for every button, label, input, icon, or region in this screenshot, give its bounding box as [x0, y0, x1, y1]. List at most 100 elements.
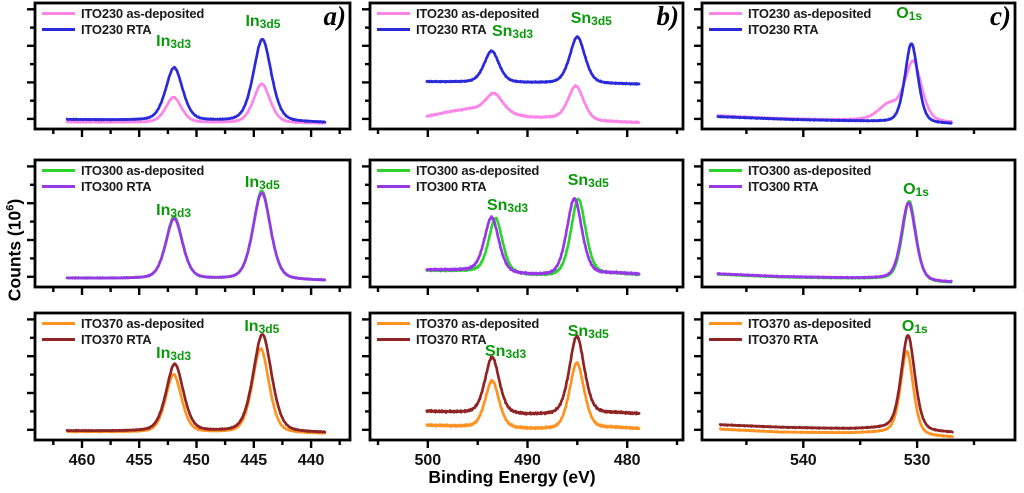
- legend-line-swatch: [377, 321, 410, 326]
- peak-label-in3d5: In3d5: [207, 174, 317, 192]
- peak-label-element: In: [244, 317, 259, 335]
- peak-label-element: In: [156, 344, 171, 362]
- peak-label-element: Sn: [567, 172, 589, 190]
- peak-label-orbital: 3d3: [505, 347, 527, 362]
- peak-label-element: O: [903, 181, 916, 199]
- svg-text:500: 500: [414, 452, 441, 469]
- legend-item: ITO230 as-deposited: [377, 6, 539, 21]
- spectrum-curve: [716, 201, 953, 284]
- legend-b-ITO370: ITO370 as-deposited ITO370 RTA: [377, 316, 539, 347]
- legend-label: ITO300 RTA: [81, 179, 152, 194]
- legend-item: ITO230 RTA: [709, 22, 871, 37]
- svg-text:460: 460: [69, 452, 96, 469]
- peak-label-orbital: 3d5: [258, 321, 280, 336]
- spectrum-plot-c-ITO370: 540 530: [694, 311, 1017, 469]
- spectrum-curve: [425, 361, 641, 431]
- peak-label-orbital: 3d3: [170, 205, 192, 220]
- peak-label-in3d3: In3d3: [119, 33, 229, 51]
- legend-line-swatch: [42, 184, 75, 189]
- svg-text:480: 480: [614, 452, 641, 469]
- peak-label-orbital: 3d3: [170, 348, 192, 363]
- legend-label: ITO230 RTA: [748, 22, 819, 37]
- legend-line-swatch: [377, 11, 410, 16]
- legend-item: ITO300 RTA: [377, 179, 539, 194]
- spectrum-plot-a-ITO370: 460 455 450 445 440: [27, 311, 352, 469]
- legend-line-swatch: [42, 337, 75, 342]
- spectrum-curve: [425, 35, 641, 86]
- svg-text:440: 440: [298, 452, 325, 469]
- peak-label-sn3d5: Sn3d5: [533, 172, 643, 190]
- legend-label: ITO300 RTA: [416, 179, 487, 194]
- legend-label: ITO300 as-deposited: [748, 163, 872, 178]
- legend-line-swatch: [709, 11, 742, 16]
- legend-item: ITO230 RTA: [377, 22, 539, 37]
- spectrum-plot-b-ITO300: [362, 158, 685, 295]
- peak-label-element: O: [896, 5, 909, 23]
- legend-line-swatch: [377, 168, 410, 173]
- svg-text:450: 450: [183, 452, 210, 469]
- legend-item: ITO370 as-deposited: [709, 316, 871, 331]
- legend-item: ITO370 RTA: [377, 332, 539, 347]
- peak-label-element: In: [156, 32, 171, 50]
- legend-item: ITO370 as-deposited: [42, 316, 204, 331]
- peak-label-orbital: 1s: [915, 185, 929, 200]
- peak-label-element: Sn: [484, 343, 506, 361]
- panel-a-ITO370: 460 455 450 445 440 ITO370 as-deposited ITO370…: [23, 310, 356, 474]
- peak-label-element: Sn: [567, 322, 589, 340]
- legend-item: ITO370 as-deposited: [377, 316, 539, 331]
- panel-a-ITO300: ITO300 as-deposited ITO300 RTA In3d3 In3d5: [23, 157, 356, 321]
- legend-line-swatch: [42, 11, 75, 16]
- peak-label-element: In: [245, 12, 260, 30]
- svg-text:445: 445: [240, 452, 267, 469]
- legend-c-ITO370: ITO370 as-deposited ITO370 RTA: [709, 316, 871, 347]
- legend-label: ITO370 RTA: [81, 332, 152, 347]
- spectrum-curve: [65, 333, 327, 434]
- legend-item: ITO300 RTA: [709, 179, 871, 194]
- legend-label: ITO230 RTA: [81, 22, 152, 37]
- peak-label-o1s: O1s: [861, 181, 971, 199]
- panel-c-ITO370: 540 530 ITO370 as-deposited ITO370 RTA O1s: [690, 310, 1021, 474]
- legend-b-ITO300: ITO300 as-deposited ITO300 RTA: [377, 163, 539, 194]
- legend-label: ITO230 as-deposited: [416, 6, 540, 21]
- peak-label-sn3d5: Sn3d5: [533, 323, 643, 341]
- panel-b-ITO300: ITO300 as-deposited ITO300 RTA Sn3d3 Sn3d5: [358, 157, 689, 321]
- spectrum-curve: [718, 349, 954, 439]
- panel-c-ITO300: ITO300 as-deposited ITO300 RTA O1s: [690, 157, 1021, 321]
- legend-c-ITO300: ITO300 as-deposited ITO300 RTA: [709, 163, 871, 194]
- legend-item: ITO300 as-deposited: [42, 163, 204, 178]
- peak-label-in3d3: In3d3: [119, 345, 229, 363]
- legend-item: ITO300 as-deposited: [709, 163, 871, 178]
- legend-item: ITO370 RTA: [709, 332, 871, 347]
- legend-line-swatch: [42, 321, 75, 326]
- legend-line-swatch: [709, 321, 742, 326]
- legend-label: ITO230 as-deposited: [81, 6, 205, 21]
- legend-label: ITO370 as-deposited: [416, 316, 540, 331]
- svg-text:540: 540: [790, 452, 817, 469]
- y-axis-superscript: 6: [4, 204, 17, 211]
- peak-label-element: Sn: [491, 22, 513, 40]
- panel-letter: a): [323, 1, 347, 31]
- peak-label-in3d3: In3d3: [119, 202, 229, 220]
- spectrum-plot-b-ITO230: [362, 1, 685, 137]
- peak-label-sn3d3: Sn3d3: [453, 197, 563, 215]
- spectrum-plot-c-ITO300: [694, 158, 1017, 295]
- legend-item: ITO370 RTA: [42, 332, 204, 347]
- peak-label-orbital: 3d5: [259, 16, 281, 31]
- panel-b-ITO230: ITO230 as-deposited ITO230 RTA Sn3d3 Sn3d5 b…: [358, 0, 689, 163]
- spectrum-curve: [65, 82, 327, 125]
- peak-label-orbital: 3d5: [588, 176, 609, 191]
- legend-item: ITO230 as-deposited: [709, 6, 871, 21]
- peak-label-orbital: 3d5: [588, 326, 609, 341]
- spectrum-plot-b-ITO370: 500 490 480: [362, 311, 685, 469]
- legend-line-swatch: [709, 168, 742, 173]
- spectrum-curve: [718, 334, 954, 434]
- panel-b-ITO370: 500 490 480 ITO370 as-deposited ITO370 RTA Sn…: [358, 310, 689, 474]
- x-axis-label: Binding Energy (eV): [428, 467, 596, 487]
- legend-line-swatch: [709, 184, 742, 189]
- legend-label: ITO230 RTA: [416, 22, 487, 37]
- spectrum-curve: [425, 334, 641, 416]
- legend-item: ITO300 RTA: [42, 179, 204, 194]
- legend-item: ITO300 as-deposited: [377, 163, 539, 178]
- legend-label: ITO370 RTA: [748, 332, 819, 347]
